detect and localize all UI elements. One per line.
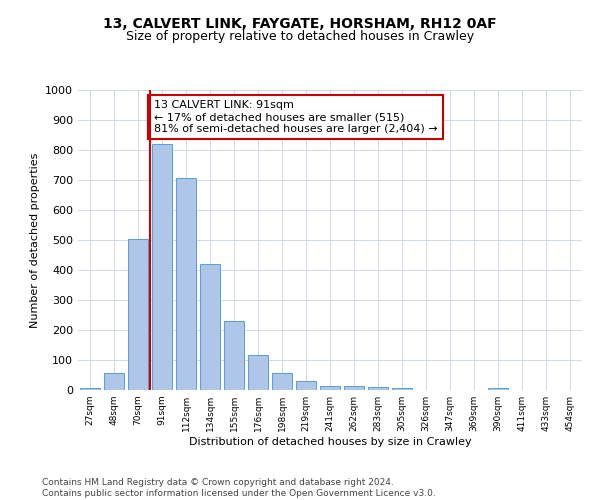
Bar	[344, 386, 364, 390]
Bar	[272, 373, 292, 390]
Bar	[296, 380, 316, 390]
Bar	[80, 388, 100, 390]
Text: Contains HM Land Registry data © Crown copyright and database right 2024.
Contai: Contains HM Land Registry data © Crown c…	[42, 478, 436, 498]
Bar	[392, 388, 412, 390]
Text: 13 CALVERT LINK: 91sqm
← 17% of detached houses are smaller (515)
81% of semi-de: 13 CALVERT LINK: 91sqm ← 17% of detached…	[154, 100, 437, 134]
Bar	[152, 144, 172, 390]
Bar	[368, 387, 388, 390]
Bar	[128, 239, 148, 390]
X-axis label: Distribution of detached houses by size in Crawley: Distribution of detached houses by size …	[188, 437, 472, 447]
Bar	[320, 386, 340, 390]
Bar	[248, 355, 268, 390]
Bar	[224, 320, 244, 390]
Text: Size of property relative to detached houses in Crawley: Size of property relative to detached ho…	[126, 30, 474, 43]
Bar	[176, 178, 196, 390]
Bar	[488, 388, 508, 390]
Bar	[200, 264, 220, 390]
Bar	[104, 373, 124, 390]
Y-axis label: Number of detached properties: Number of detached properties	[29, 152, 40, 328]
Text: 13, CALVERT LINK, FAYGATE, HORSHAM, RH12 0AF: 13, CALVERT LINK, FAYGATE, HORSHAM, RH12…	[103, 18, 497, 32]
